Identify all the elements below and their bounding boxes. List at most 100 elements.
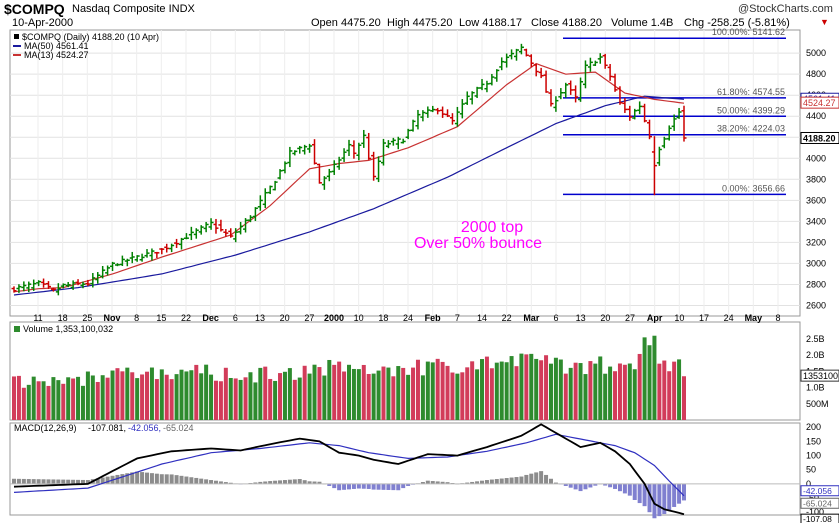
macd-histogram-bar <box>613 483 618 489</box>
volume-bar <box>322 375 327 420</box>
volume-bar <box>539 360 544 420</box>
volume-bar <box>347 364 351 420</box>
x-tick-label: 18 <box>58 313 68 323</box>
volume-bar <box>312 364 317 420</box>
volume-bar <box>480 359 485 420</box>
legend-ma50: MA(50) 4561.41 <box>24 41 89 51</box>
macd-histogram-bar <box>652 483 657 519</box>
macd-histogram-bar <box>470 481 475 484</box>
volume-bar <box>627 363 632 420</box>
volume-bar <box>317 367 322 420</box>
price-tick-label: 3200 <box>806 237 826 247</box>
volume-bar <box>159 369 164 420</box>
volume-bar <box>455 373 460 420</box>
macd-tag-box <box>800 497 839 509</box>
volume-bar <box>445 365 450 420</box>
price-tag: 4524.27 <box>800 96 839 109</box>
volume-bar <box>36 381 41 420</box>
macd-histogram-bar <box>430 481 435 484</box>
macd-histogram-bar <box>31 479 36 484</box>
macd-histogram-bar <box>184 476 189 484</box>
x-tick-label: 24 <box>403 313 413 323</box>
volume-bar <box>307 373 312 420</box>
macd-histogram-bar <box>287 479 292 484</box>
volume-value: Volume 1.4B <box>611 17 674 29</box>
macd-histogram-bar <box>657 483 662 517</box>
volume-bar <box>435 358 440 420</box>
volume-bar <box>80 385 85 420</box>
macd-histogram-bar <box>622 483 627 494</box>
macd-histogram-bar <box>179 475 184 484</box>
volume-bar <box>440 361 445 420</box>
macd-histogram-bar <box>465 482 470 484</box>
volume-bar <box>332 364 337 420</box>
volume-bar <box>534 358 539 420</box>
watermark-text: @StockCharts.com <box>738 3 833 15</box>
macd-histogram-bar <box>41 479 46 484</box>
volume-bar <box>376 370 381 420</box>
x-tick-label: 27 <box>625 313 635 323</box>
volume-bar <box>110 370 115 420</box>
macd-histogram-bar <box>484 480 489 484</box>
macd-histogram-bar <box>583 483 588 490</box>
macd-histogram-bar <box>26 479 31 484</box>
volume-bar <box>613 371 618 420</box>
symbol-title: $COMPQ <box>4 1 65 17</box>
x-tick-label: 13 <box>255 313 265 323</box>
volume-bar <box>396 366 401 420</box>
volume-bar <box>657 363 662 420</box>
price-tag: 4188.20 <box>800 131 839 144</box>
volume-bar <box>617 363 622 420</box>
macd-histogram-bar <box>273 480 278 484</box>
volume-bar <box>61 383 66 420</box>
macd-panel-frame <box>9 422 801 516</box>
x-tick-label: 7 <box>455 313 460 323</box>
change-arrow-icon: ▼ <box>820 17 829 27</box>
x-tick-label: 20 <box>280 313 290 323</box>
volume-bar <box>169 379 174 420</box>
volume-bar <box>31 376 36 420</box>
macd-histogram-bar <box>499 478 504 484</box>
volume-bar <box>489 368 494 420</box>
macd-histogram-bar <box>563 483 568 486</box>
macd-tick-label: -100 <box>806 507 824 517</box>
volume-bar <box>622 364 627 420</box>
macd-histogram-bar <box>647 483 652 513</box>
macd-tag-box <box>800 513 839 523</box>
macd-histogram-bar <box>391 483 396 491</box>
macd-histogram-bar <box>282 480 287 484</box>
volume-legend: Volume 1,353,100,032 <box>14 324 113 334</box>
macd-histogram-bar <box>396 483 401 491</box>
macd-histogram-bar <box>332 483 337 489</box>
volume-bar <box>420 375 425 420</box>
x-tick-label: 6 <box>233 313 238 323</box>
macd-histogram-bar <box>80 479 85 484</box>
volume-bar <box>105 377 110 420</box>
volume-bar <box>406 374 411 420</box>
volume-bar <box>677 359 682 420</box>
price-tick-label: 3000 <box>806 258 826 268</box>
x-tick-label: 8 <box>134 313 139 323</box>
volume-bar <box>351 368 356 420</box>
price-tick-label: 4400 <box>806 111 826 121</box>
high-value: High 4475.20 <box>387 17 453 29</box>
macd-histogram-bar <box>174 475 179 484</box>
volume-last-box <box>800 369 839 382</box>
volume-bar <box>258 367 263 420</box>
macd-histogram-bar <box>292 479 297 484</box>
macd-histogram-bar <box>154 473 159 484</box>
macd-histogram-bar <box>578 483 583 492</box>
volume-bar <box>179 369 184 420</box>
macd-histogram-bar <box>130 472 135 484</box>
volume-bar <box>475 369 480 420</box>
volume-bar <box>563 373 568 420</box>
volume-bar <box>194 364 199 420</box>
volume-bar <box>115 368 120 420</box>
volume-bar <box>356 369 361 420</box>
macd-histogram-bar <box>327 483 332 486</box>
legend-hist-value: -65.024 <box>163 423 194 433</box>
x-tick-label: 10 <box>354 313 364 323</box>
x-tick-label: 18 <box>378 313 388 323</box>
macd-histogram-bar <box>347 483 351 490</box>
